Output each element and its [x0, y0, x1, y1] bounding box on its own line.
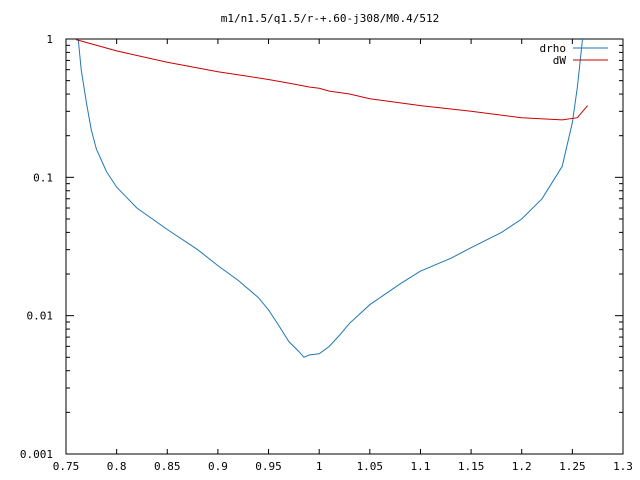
legend-label: dW — [553, 54, 567, 67]
series-line-dW — [75, 39, 588, 121]
chart-title: m1/n1.5/q1.5/r-+.60-j308/M0.4/512 — [221, 12, 440, 25]
legend-label: drho — [540, 42, 567, 55]
x-tick-label: 1 — [316, 460, 323, 473]
x-tick-label: 1.3 — [613, 460, 633, 473]
x-tick-label: 1.15 — [458, 460, 485, 473]
x-tick-label: 0.8 — [107, 460, 127, 473]
y-tick-label: 0.01 — [27, 310, 54, 323]
series-line-drho — [77, 38, 583, 358]
x-tick-label: 0.95 — [255, 460, 282, 473]
plot-frame — [65, 38, 624, 455]
x-tick-label: 0.85 — [154, 460, 181, 473]
y-tick-label: 0.1 — [33, 171, 53, 184]
x-tick-label: 0.75 — [53, 460, 80, 473]
x-tick-label: 0.9 — [208, 460, 228, 473]
series-layer — [75, 38, 588, 358]
y-tick-label: 0.001 — [20, 448, 53, 461]
x-tick-label: 1.1 — [411, 460, 431, 473]
x-tick-label: 1.25 — [559, 460, 586, 473]
axes: 0.75 0.8 0.85 0.9 0.95 1 1.05 1.1 1.15 1.2 1.25 1.3… — [20, 33, 633, 473]
y-tick-label: 1 — [46, 33, 53, 46]
x-tick-label: 1.2 — [512, 460, 532, 473]
x-tick-label: 1.05 — [357, 460, 384, 473]
